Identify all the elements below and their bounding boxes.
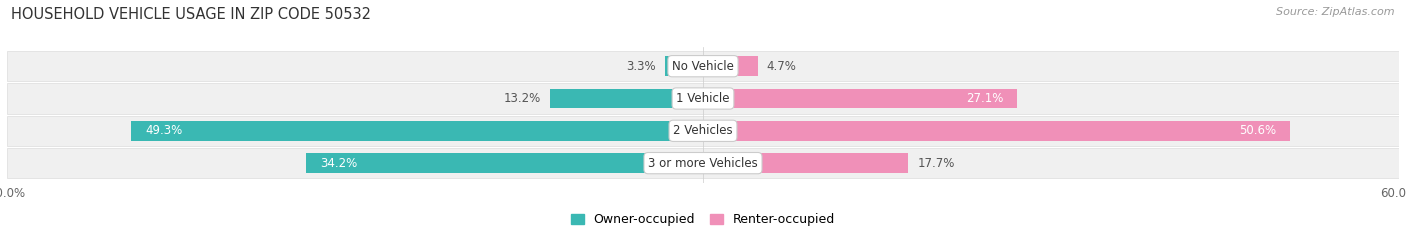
Bar	[7, 51, 1399, 81]
Text: 34.2%: 34.2%	[321, 157, 357, 170]
Bar	[7, 148, 1399, 178]
Bar	[665, 56, 703, 76]
Bar	[703, 154, 908, 173]
Text: 49.3%: 49.3%	[145, 124, 183, 137]
Text: 2 Vehicles: 2 Vehicles	[673, 124, 733, 137]
Bar	[703, 56, 758, 76]
Text: 17.7%: 17.7%	[918, 157, 955, 170]
Text: 3.3%: 3.3%	[626, 60, 655, 73]
Legend: Owner-occupied, Renter-occupied: Owner-occupied, Renter-occupied	[571, 213, 835, 226]
Text: 3 or more Vehicles: 3 or more Vehicles	[648, 157, 758, 170]
Bar	[550, 89, 703, 108]
Bar	[7, 83, 1399, 114]
Bar	[703, 121, 1289, 140]
Bar	[131, 121, 703, 140]
Bar	[307, 154, 703, 173]
Text: 13.2%: 13.2%	[503, 92, 540, 105]
Text: Source: ZipAtlas.com: Source: ZipAtlas.com	[1277, 7, 1395, 17]
Text: 4.7%: 4.7%	[766, 60, 797, 73]
Text: 50.6%: 50.6%	[1239, 124, 1277, 137]
Text: No Vehicle: No Vehicle	[672, 60, 734, 73]
Bar	[7, 116, 1399, 146]
Bar	[703, 89, 1018, 108]
Text: 1 Vehicle: 1 Vehicle	[676, 92, 730, 105]
Text: 27.1%: 27.1%	[966, 92, 1004, 105]
Text: HOUSEHOLD VEHICLE USAGE IN ZIP CODE 50532: HOUSEHOLD VEHICLE USAGE IN ZIP CODE 5053…	[11, 7, 371, 22]
